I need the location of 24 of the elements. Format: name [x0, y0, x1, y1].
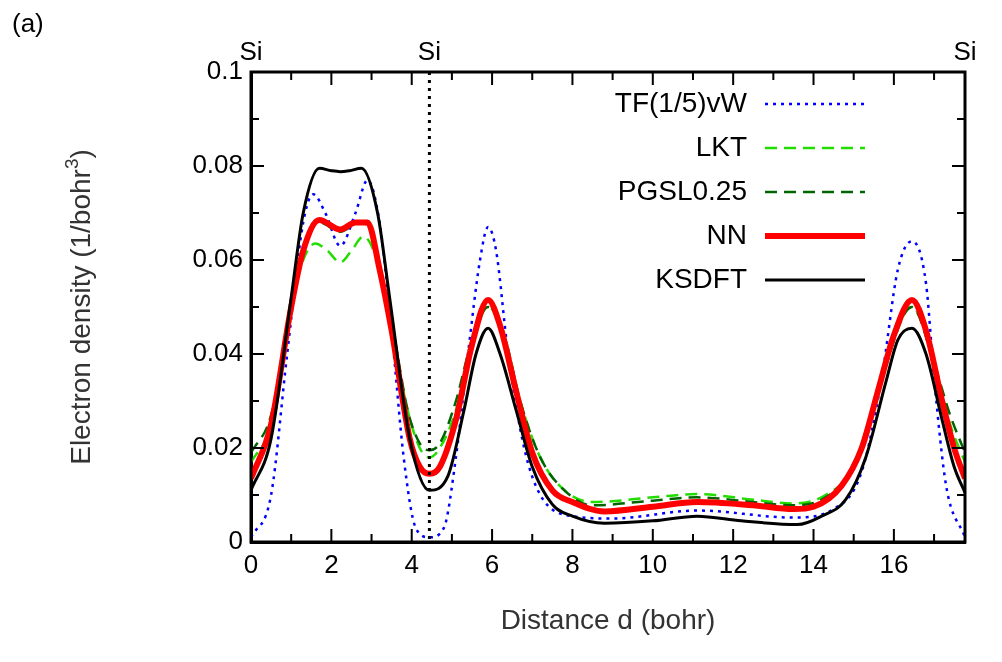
- x-tick-label: 2: [324, 548, 339, 579]
- y-tick-label: 0: [228, 525, 243, 556]
- y-tick-label: 0.04: [192, 337, 243, 368]
- x-tick-label: 10: [638, 548, 668, 579]
- y-axis-title: Electron density (1/bohr3): [61, 149, 96, 465]
- annotation: Si: [417, 36, 441, 67]
- legend-label: PGSL0.25: [617, 174, 747, 206]
- y-tick-label: 0.02: [192, 431, 243, 462]
- legend-label: LKT: [695, 130, 747, 162]
- legend-label: KSDFT: [655, 262, 747, 294]
- text: Si: [239, 36, 263, 67]
- x-tick-label: 4: [404, 548, 419, 579]
- legend-label: NN: [706, 218, 747, 250]
- y-tick-label: 0.08: [192, 149, 243, 180]
- legend-label: TF(1/5)vW: [614, 86, 748, 118]
- x-tick-label: 8: [565, 548, 580, 579]
- x-tick-label: 14: [799, 548, 828, 579]
- x-tick-label: 16: [879, 548, 909, 579]
- text: (a): [12, 8, 44, 39]
- x-tick-label: 12: [718, 548, 748, 579]
- x-tick-label: 6: [484, 548, 500, 579]
- x-axis-title: Distance d (bohr): [500, 603, 716, 635]
- text: Si: [953, 36, 977, 67]
- y-tick-label: 0.06: [192, 243, 243, 274]
